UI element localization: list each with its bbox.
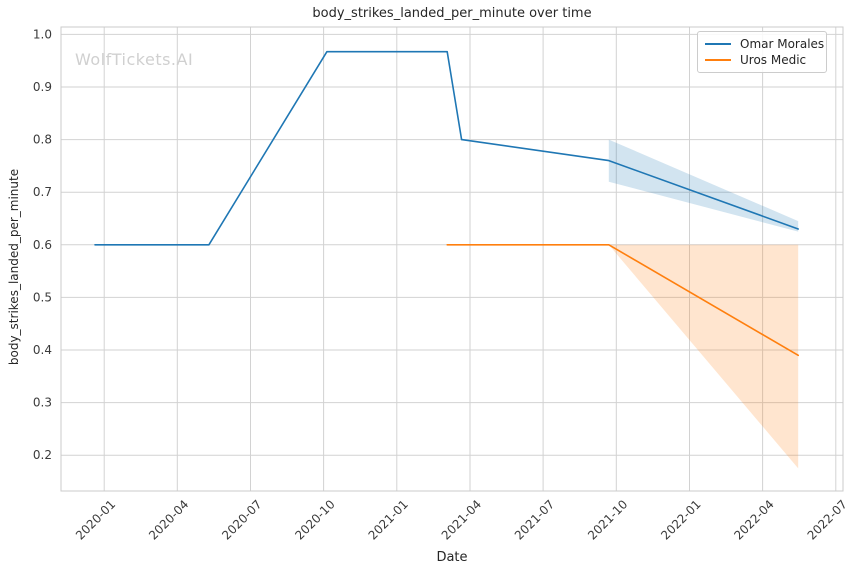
y-tick-label: 1.0 (33, 27, 52, 41)
legend-item-uros-medic: Uros Medic (705, 52, 818, 68)
plot-border (60, 26, 844, 492)
y-tick-label: 0.5 (33, 290, 52, 304)
x-tick-label: 2021-10 (585, 497, 630, 542)
x-tick-label: 2022-04 (731, 497, 776, 542)
x-tick-label: 2020-01 (73, 497, 118, 542)
y-tick-label: 0.8 (33, 133, 52, 147)
x-tick-label: 2022-07 (805, 497, 850, 542)
y-tick-label: 0.2 (33, 448, 52, 462)
series-line (446, 244, 800, 357)
chart-title: body_strikes_landed_per_minute over time (312, 6, 592, 21)
confidence-band (608, 139, 799, 232)
y-tick-label: 0.9 (33, 80, 52, 94)
legend-line-swatch-orange (705, 59, 731, 61)
x-tick-label: 2020-10 (292, 497, 337, 542)
y-axis-label: body_strikes_landed_per_minute (7, 168, 21, 366)
confidence-band (608, 244, 799, 469)
legend-item-label: Omar Morales (740, 37, 825, 51)
plot-area (61, 27, 843, 491)
x-tick-label: 2021-07 (512, 497, 557, 542)
x-tick-label: 2020-04 (146, 497, 191, 542)
watermark-text: WolfTickets.AI (75, 50, 194, 69)
legend-line-swatch-blue (705, 43, 731, 45)
y-tick-label: 0.3 (33, 396, 52, 410)
legend-item-label: Uros Medic (740, 53, 807, 67)
x-tick-label: 2020-07 (219, 497, 264, 542)
x-axis-label: Date (436, 550, 468, 565)
y-tick-label: 0.7 (33, 185, 52, 199)
legend-item-omar-morales: Omar Morales (705, 36, 824, 52)
series-line (94, 50, 800, 246)
y-tick-label: 0.4 (33, 343, 52, 357)
y-tick-label: 0.6 (33, 238, 52, 252)
x-tick-label: 2022-01 (658, 497, 703, 542)
x-tick-label: 2021-01 (366, 497, 411, 542)
x-tick-label: 2021-04 (439, 497, 484, 542)
legend: Omar Morales Uros Medic (697, 31, 827, 73)
